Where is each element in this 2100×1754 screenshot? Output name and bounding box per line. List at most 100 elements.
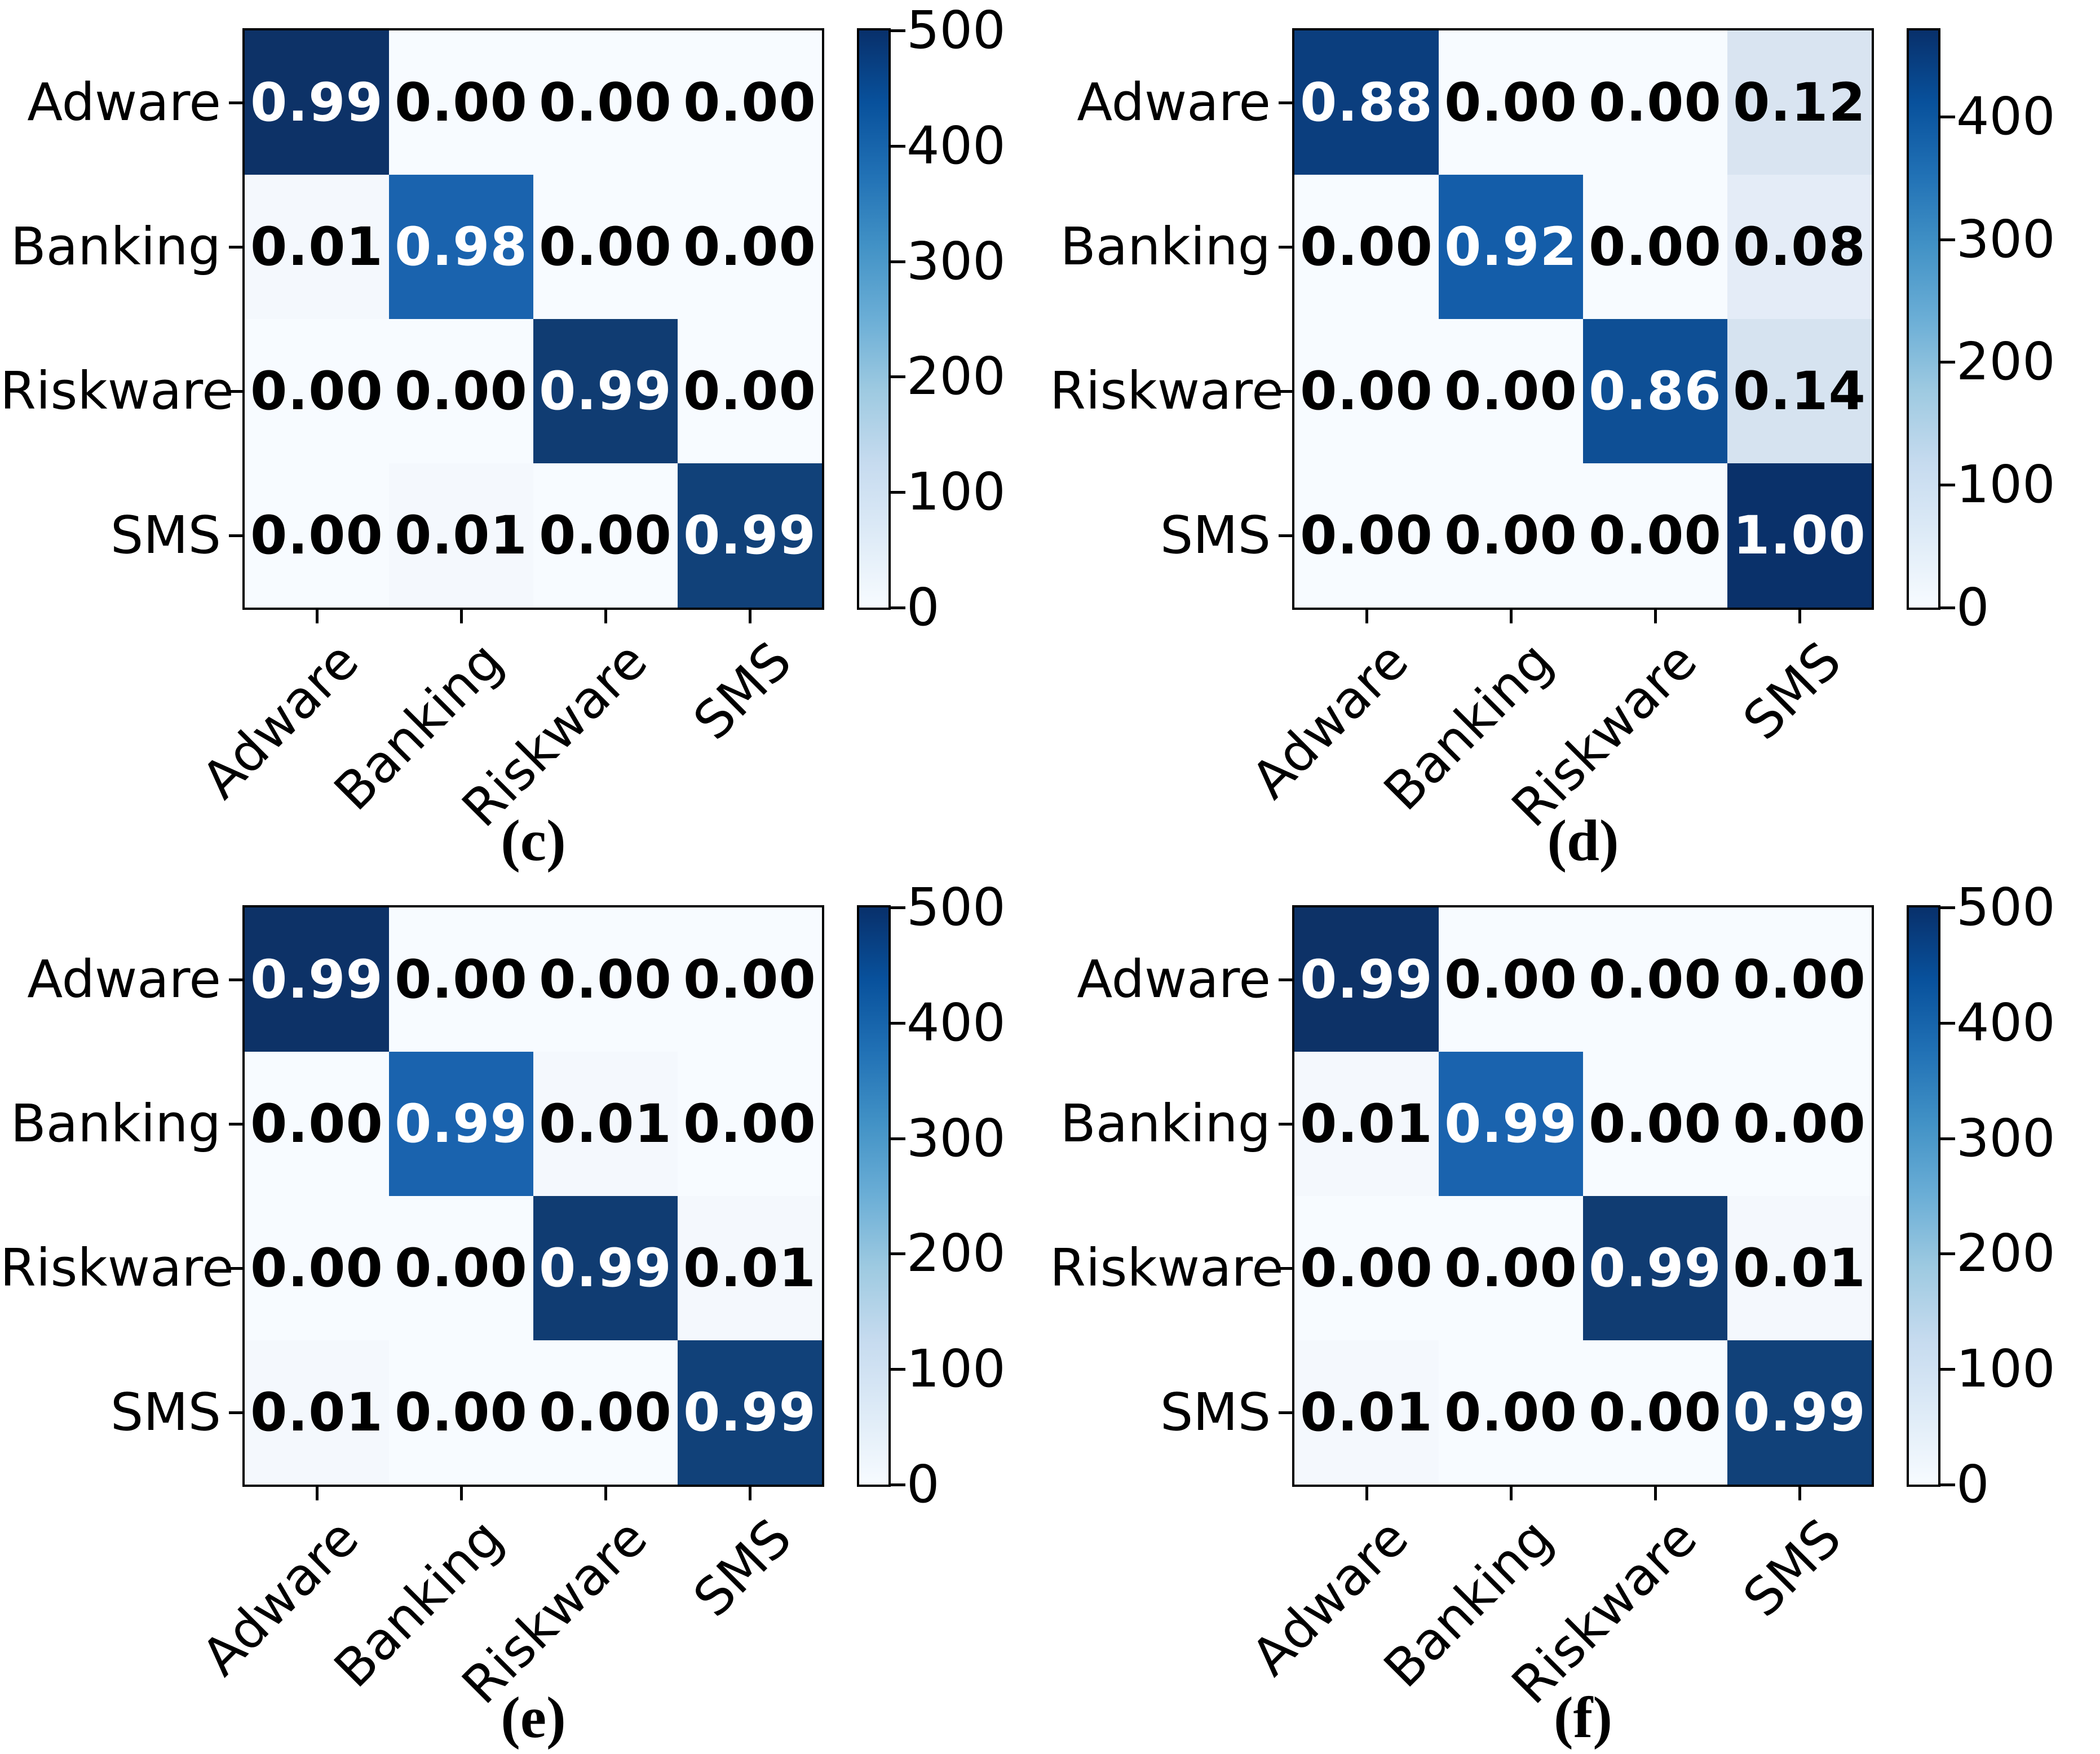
colorbar-tick-label: 500 <box>907 877 1006 937</box>
row-label-banking: Banking <box>1060 1093 1271 1154</box>
colorbar-tick <box>1940 1252 1955 1256</box>
colorbar-tick-label: 100 <box>1956 454 2055 515</box>
row-label-banking: Banking <box>10 1093 221 1154</box>
colorbar-tick <box>1940 360 1955 364</box>
heatmap-grid-e: 0.99 0.00 0.00 0.00 0.00 0.99 0.01 0.00 0.00 0.00… <box>242 905 824 1487</box>
x-axis-tick <box>1798 610 1801 623</box>
matrix-cell: 0.14 <box>1727 319 1872 463</box>
colorbar-tick <box>891 1021 905 1025</box>
matrix-cell: 0.99 <box>533 319 678 463</box>
x-axis-tick <box>316 1487 319 1500</box>
matrix-cell: 0.00 <box>533 1340 678 1485</box>
colorbar-tick <box>1940 906 1955 909</box>
row-label-riskware: Riskware <box>0 361 234 421</box>
matrix-cell: 0.00 <box>389 907 533 1052</box>
matrix-cell: 0.00 <box>1294 1196 1439 1340</box>
y-axis-tick <box>1279 534 1292 537</box>
y-axis-tick <box>1279 1123 1292 1126</box>
y-axis-tick <box>1279 978 1292 981</box>
matrix-cell: 0.99 <box>533 1196 678 1340</box>
x-axis-tick <box>1654 1487 1657 1500</box>
colorbar-tick-label: 100 <box>1956 1339 2055 1399</box>
y-axis-tick <box>1279 1411 1292 1414</box>
matrix-cell: 0.01 <box>1294 1340 1439 1485</box>
matrix-cell: 0.00 <box>678 175 822 319</box>
colorbar-gradient-c <box>857 28 891 610</box>
colorbar-tick <box>891 29 905 32</box>
colorbar-tick-label: 300 <box>907 231 1006 291</box>
matrix-cell: 0.00 <box>678 907 822 1052</box>
x-axis-tick <box>1798 1487 1801 1500</box>
row-label-banking: Banking <box>1060 216 1271 277</box>
matrix-cell: 0.08 <box>1727 175 1872 319</box>
colorbar-tick-label: 300 <box>1956 209 2055 269</box>
matrix-cell: 0.01 <box>1294 1052 1439 1196</box>
matrix-cell: 0.00 <box>1583 30 1727 175</box>
colorbar-tick-label: 200 <box>1956 331 2055 392</box>
matrix-cell: 0.99 <box>678 463 822 608</box>
colorbar-tick <box>891 1368 905 1371</box>
colorbar-tick-label: 0 <box>907 1454 940 1514</box>
colorbar-tick <box>1940 1483 1955 1486</box>
matrix-cell: 0.00 <box>533 175 678 319</box>
matrix-cell: 0.01 <box>678 1196 822 1340</box>
matrix-cell: 0.01 <box>533 1052 678 1196</box>
matrix-cell: 0.00 <box>245 319 389 463</box>
matrix-cell: 0.99 <box>245 907 389 1052</box>
row-label-riskware: Riskware <box>0 1238 234 1298</box>
matrix-cell: 0.00 <box>678 30 822 175</box>
x-axis-tick <box>749 1487 751 1500</box>
y-axis-tick <box>229 390 242 393</box>
matrix-cell: 0.12 <box>1727 30 1872 175</box>
row-label-adware: Adware <box>1077 72 1271 132</box>
y-axis-tick <box>229 978 242 981</box>
matrix-cell: 0.00 <box>1583 1052 1727 1196</box>
colorbar-tick-label: 500 <box>1956 877 2055 937</box>
colorbar-tick-label: 400 <box>907 992 1006 1053</box>
row-label-riskware: Riskware <box>1050 1238 1284 1298</box>
matrix-cell: 0.92 <box>1439 175 1583 319</box>
matrix-cell: 0.00 <box>533 30 678 175</box>
panel-e: 0.99 0.00 0.00 0.00 0.00 0.99 0.01 0.00 0.00 0.00… <box>0 877 1050 1754</box>
matrix-cell: 0.00 <box>1583 1340 1727 1485</box>
x-axis-tick <box>1510 1487 1513 1500</box>
matrix-cell: 0.00 <box>245 463 389 608</box>
matrix-cell: 0.00 <box>1439 1196 1583 1340</box>
colorbar-tick <box>1940 606 1955 609</box>
colorbar-tick-label: 100 <box>907 1339 1006 1399</box>
heatmap-grid-c: 0.99 0.00 0.00 0.00 0.01 0.98 0.00 0.00 0.00 0.00… <box>242 28 824 610</box>
matrix-cell: 0.00 <box>1294 175 1439 319</box>
panel-caption-c: (c) <box>501 808 566 873</box>
x-axis-tick <box>1365 1487 1368 1500</box>
matrix-cell: 0.99 <box>1727 1340 1872 1485</box>
matrix-cell: 0.00 <box>1439 30 1583 175</box>
matrix-cell: 0.00 <box>245 1052 389 1196</box>
matrix-cell: 0.99 <box>1583 1196 1727 1340</box>
matrix-cell: 0.00 <box>1439 907 1583 1052</box>
matrix-cell: 0.01 <box>389 463 533 608</box>
matrix-cell: 0.00 <box>1439 319 1583 463</box>
matrix-cell: 0.00 <box>1727 1052 1872 1196</box>
matrix-cell: 0.99 <box>1294 907 1439 1052</box>
x-axis-tick <box>1654 610 1657 623</box>
matrix-cell: 0.00 <box>389 1196 533 1340</box>
colorbar-gradient-d <box>1907 28 1940 610</box>
heatmap-grid-d: 0.88 0.00 0.00 0.12 0.00 0.92 0.00 0.08 0.00 0.00… <box>1292 28 1874 610</box>
matrix-cell: 0.00 <box>1439 1340 1583 1485</box>
matrix-cell: 0.00 <box>1439 463 1583 608</box>
colorbar-tick-label: 100 <box>907 462 1006 522</box>
colorbar-tick <box>891 606 905 609</box>
row-label-adware: Adware <box>27 949 221 1009</box>
panel-caption-d: (d) <box>1547 808 1619 873</box>
y-axis-tick <box>229 1123 242 1126</box>
colorbar-gradient-e <box>857 905 891 1487</box>
colorbar-tick-label: 300 <box>1956 1108 2055 1168</box>
row-label-sms: SMS <box>1160 505 1271 565</box>
row-label-sms: SMS <box>110 505 221 565</box>
colorbar-tick-label: 400 <box>907 115 1006 176</box>
y-axis-tick <box>229 1411 242 1414</box>
colorbar-tick-label: 200 <box>1956 1223 2055 1284</box>
matrix-cell: 0.00 <box>533 907 678 1052</box>
colorbar-tick <box>891 491 905 494</box>
